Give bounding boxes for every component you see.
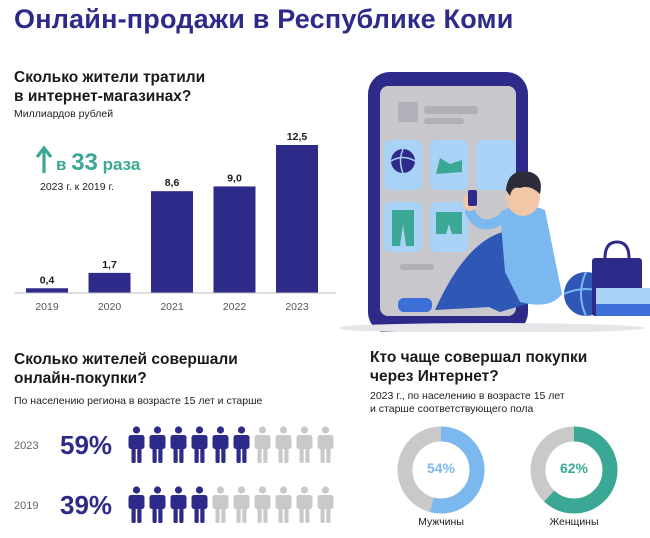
people-row-2023 — [128, 426, 338, 466]
person-empty-icon — [254, 426, 271, 463]
buyers-heading: Сколько жителей совершали онлайн-покупки… — [14, 350, 238, 388]
person-filled-icon — [170, 426, 187, 463]
row-2023-percent: 59% — [60, 430, 113, 460]
buyers-heading-line2: онлайн-покупки? — [14, 370, 147, 387]
gender-note-line2: и старше соответствующего пола — [370, 403, 534, 415]
donut-women-arc — [530, 426, 618, 514]
donut-men — [397, 426, 485, 514]
bar-value-label-2020: 1,7 — [102, 259, 117, 271]
person-filled-icon — [149, 486, 166, 523]
donut-men-percent: 54% — [426, 460, 456, 476]
person-empty-icon — [317, 486, 334, 523]
arrow-up-icon — [36, 145, 53, 173]
person-empty-icon — [254, 486, 271, 523]
gender-heading: Кто чаще совершал покупки через Интернет… — [370, 348, 587, 386]
x-tick-label-2019: 2019 — [35, 301, 59, 313]
person-filled-icon — [233, 426, 250, 463]
bar-2023 — [276, 145, 318, 293]
gender-heading-line2: через Интернет? — [370, 368, 499, 385]
x-tick-label-2021: 2021 — [160, 301, 184, 313]
donut-women-percent: 62% — [559, 460, 589, 476]
x-tick-label-2022: 2022 — [223, 301, 247, 313]
donut-women-label: Женщины — [549, 516, 599, 528]
person-empty-icon — [317, 426, 334, 463]
spending-heading-line2: в интернет-магазинах? — [14, 88, 192, 105]
growth-prefix: в — [56, 155, 67, 174]
row-2019-percent: 39% — [60, 490, 113, 520]
person-filled-icon — [191, 426, 208, 463]
person-empty-icon — [212, 486, 229, 523]
gender-note-line1: 2023 г., по населению в возрасте 15 лет — [370, 390, 565, 402]
page-title: Онлайн-продажи в Республике Коми — [14, 4, 514, 34]
shopping-illustration — [340, 72, 650, 332]
bar-value-label-2021: 8,6 — [165, 177, 180, 189]
donut-men-arc — [397, 426, 485, 514]
person-filled-icon — [128, 426, 145, 463]
growth-value: 33 — [71, 149, 98, 176]
bar-2021 — [151, 191, 193, 293]
person-empty-icon — [275, 486, 292, 523]
gender-note: 2023 г., по населению в возрасте 15 лет … — [370, 390, 565, 416]
spending-bar-chart: 0,4 2019 1,7 2020 8,6 2021 9,0 2022 12,5 2023 — [14, 131, 336, 313]
donut-women — [530, 426, 618, 514]
person-filled-icon — [191, 486, 208, 523]
people-row-2019 — [128, 486, 338, 526]
bar-value-label-2019: 0,4 — [40, 274, 55, 286]
spending-heading: Сколько жители тратили в интернет-магази… — [14, 68, 205, 106]
growth-note: 2023 г. к 2019 г. — [40, 181, 114, 193]
growth-text: в 33 раза — [56, 149, 140, 177]
row-2019-year: 2019 — [14, 500, 39, 512]
bar-value-label-2022: 9,0 — [227, 172, 242, 184]
growth-suffix: раза — [102, 155, 141, 174]
donut-men-label: Мужчины — [418, 516, 464, 528]
bar-2020 — [88, 272, 131, 293]
buyers-heading-line1: Сколько жителей совершали — [14, 351, 238, 368]
person-empty-icon — [233, 486, 250, 523]
x-tick-label-2023: 2023 — [285, 301, 309, 313]
bar-2022 — [213, 186, 256, 293]
gender-heading-line1: Кто чаще совершал покупки — [370, 349, 588, 366]
bar-2019 — [26, 288, 68, 293]
person-empty-icon — [296, 486, 313, 523]
bar-value-label-2023: 12,5 — [287, 131, 308, 143]
person-empty-icon — [296, 426, 313, 463]
person-filled-icon — [149, 426, 166, 463]
person-empty-icon — [275, 426, 292, 463]
row-2023-year: 2023 — [14, 440, 39, 452]
person-filled-icon — [170, 486, 187, 523]
buyers-note: По населению региона в возрасте 15 лет и… — [14, 395, 263, 407]
person-filled-icon — [128, 486, 145, 523]
spending-heading-line1: Сколько жители тратили — [14, 69, 206, 86]
spending-unit: Миллиардов рублей — [14, 108, 114, 120]
growth-callout: в 33 раза — [36, 143, 166, 177]
x-tick-label-2020: 2020 — [98, 301, 122, 313]
person-filled-icon — [212, 426, 229, 463]
